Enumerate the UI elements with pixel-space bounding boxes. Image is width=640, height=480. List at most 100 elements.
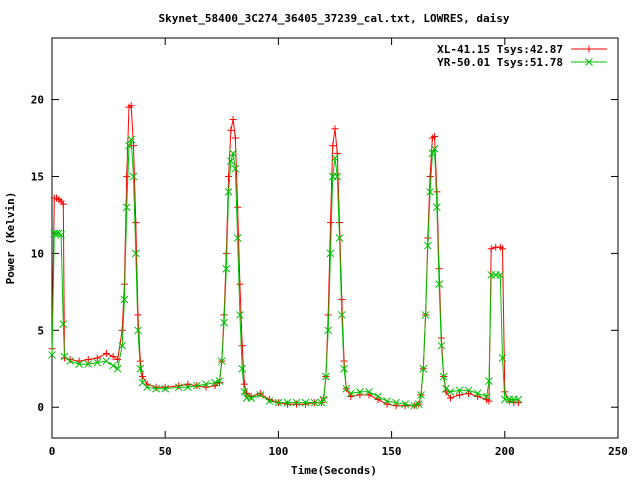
data-point [446,394,454,402]
y-tick-label: 10 [31,247,44,260]
data-point [426,172,434,180]
data-point [240,387,249,396]
x-tick-label: 250 [608,445,628,458]
data-point [442,388,450,396]
data-point [374,392,382,401]
data-point [139,372,147,380]
data-point [227,126,235,134]
data-point [174,383,183,392]
x-tick-label: 200 [495,445,515,458]
data-point [231,164,240,173]
series-line [51,104,519,407]
data-point [326,249,335,258]
data-point [319,395,328,404]
data-point [274,398,283,407]
data-point [401,400,410,409]
data-point [60,352,69,361]
data-point [225,172,233,180]
data-point [127,135,136,144]
data-point [329,142,337,150]
series-layer [48,102,523,410]
data-point [356,387,364,396]
data-point [456,391,464,399]
data-point [175,382,183,390]
data-point [220,318,228,327]
data-point [238,364,247,373]
data-point [421,311,430,319]
data-point [514,399,522,407]
data-point [265,397,274,405]
data-point [59,320,68,329]
data-point [365,387,373,396]
data-point [433,203,441,212]
data-point [496,271,505,279]
data-point [229,149,237,158]
data-point [585,58,593,66]
data-point [293,400,301,408]
data-point [426,187,434,196]
data-point [498,354,507,362]
data-point [131,249,140,258]
data-point [356,391,364,399]
plot-border [51,37,619,439]
data-point [487,245,495,253]
data-point [292,398,301,407]
data-point [143,383,151,392]
data-point [446,387,455,396]
x-tick-label: 100 [268,445,288,458]
x-tick-label: 50 [159,445,172,458]
series-2 [48,135,523,410]
data-point [211,378,219,387]
data-point [365,391,373,399]
data-point [134,326,142,335]
data-point [109,352,117,360]
data-point [229,116,237,124]
plot-area [51,37,619,439]
data-point [193,381,201,390]
data-point [48,351,56,359]
data-point [333,172,342,181]
data-point [414,400,423,409]
y-tick-label: 20 [31,94,44,107]
data-point [410,401,419,410]
data-point [326,219,334,227]
data-point [455,386,464,395]
data-point [93,358,102,367]
data-point [75,360,84,369]
data-point [152,384,160,393]
data-point [57,231,65,239]
data-point [59,200,67,208]
data-point [392,402,400,410]
legend-label: XL-41.15 Tsys:42.87 [437,43,563,56]
data-point [482,392,491,401]
data-point [122,203,131,212]
data-point [437,341,446,350]
x-tick-label: 150 [382,445,402,458]
data-point [152,383,160,391]
data-point [383,397,391,405]
data-point [84,356,92,364]
data-point [331,125,339,133]
data-point [392,398,400,407]
chart-title: Skynet_58400_3C274_36405_37239_cal.txt, … [159,12,510,25]
data-point [435,280,443,289]
data-point [54,229,63,238]
data-point [202,383,210,391]
data-point [301,398,310,407]
data-point [240,380,248,388]
data-point [236,311,244,319]
data-point [224,187,233,196]
data-point [335,234,344,242]
data-point [324,326,333,335]
data-point [93,354,101,362]
data-point [238,342,246,350]
data-point [401,402,409,410]
series-1 [48,102,522,410]
data-point [123,172,131,180]
data-point [302,400,310,408]
y-tick-label: 0 [37,401,44,414]
legend-label: YR-50.01 Tsys:51.78 [437,56,563,69]
data-point [473,389,482,398]
